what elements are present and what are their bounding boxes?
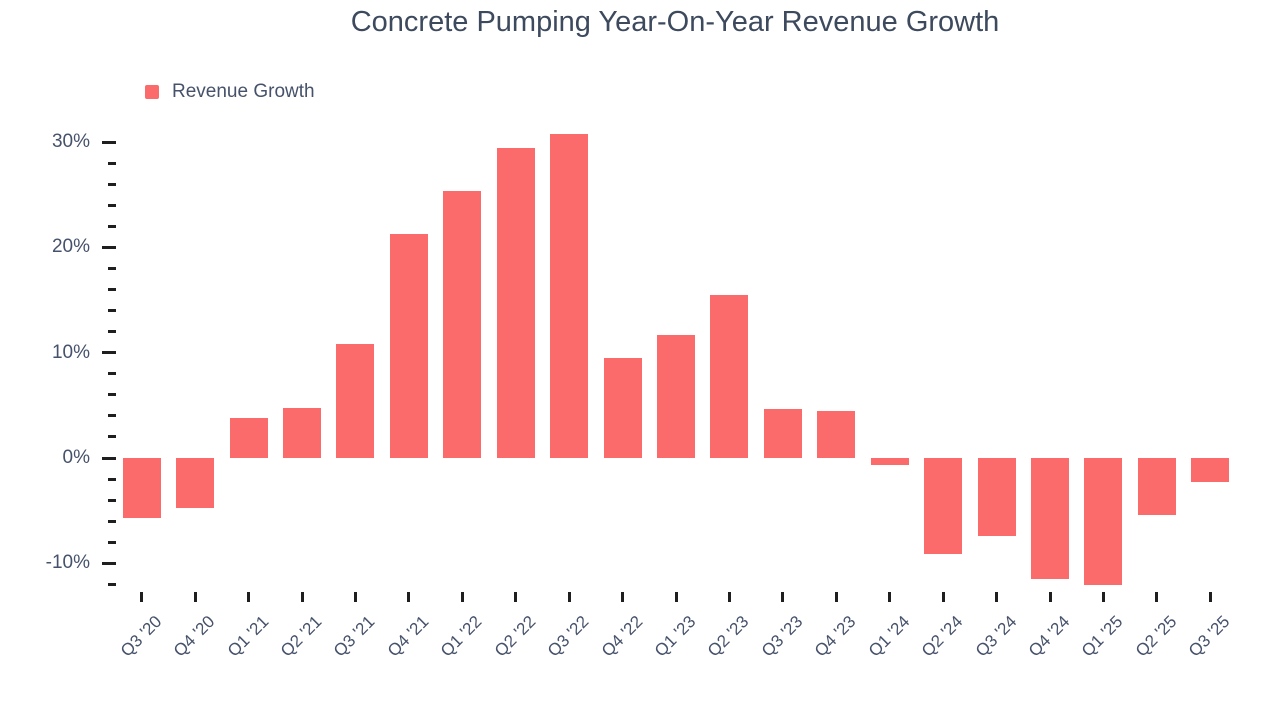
x-axis-tick: [1101, 592, 1105, 602]
y-axis-minor-tick: [108, 267, 116, 270]
y-axis-minor-tick: [108, 519, 116, 523]
x-axis-tick: [567, 592, 571, 602]
x-axis-tick: [674, 592, 678, 602]
y-axis-major-tick: [102, 245, 116, 249]
bar: [389, 233, 428, 458]
bar: [924, 458, 963, 554]
bar: [817, 410, 856, 458]
y-axis-minor-tick: [108, 540, 116, 544]
y-axis-major-tick: [102, 456, 116, 460]
x-axis-tick: [460, 592, 464, 602]
y-axis-minor-tick: [108, 393, 116, 397]
x-axis-tick: [995, 592, 999, 602]
x-axis-tick: [781, 592, 785, 602]
x-axis-tick: [193, 592, 197, 602]
bar: [283, 407, 321, 458]
bar: [1191, 458, 1230, 483]
bar: [603, 358, 642, 458]
bar: [1084, 458, 1123, 586]
bar: [176, 458, 215, 508]
y-axis-minor-tick: [108, 182, 116, 186]
x-axis-tick: [727, 592, 731, 602]
bar: [336, 344, 375, 458]
x-axis-tick: [1208, 592, 1212, 602]
y-axis-minor-tick: [108, 414, 116, 418]
bar: [496, 148, 535, 458]
y-axis-minor-tick: [108, 477, 116, 481]
x-axis-tick: [834, 592, 838, 602]
y-axis-minor-tick: [108, 288, 116, 291]
x-axis-tick: [1155, 592, 1159, 602]
x-axis-tick: [514, 592, 518, 602]
bar: [443, 190, 482, 458]
x-axis-tick: [300, 592, 304, 602]
y-axis-minor-tick: [108, 224, 116, 228]
y-axis-minor-tick: [108, 309, 116, 313]
y-axis-tick-label: -10%: [45, 552, 90, 574]
y-axis-minor-tick: [108, 161, 116, 165]
bar: [977, 458, 1016, 536]
chart-title: Concrete Pumping Year-On-Year Revenue Gr…: [350, 6, 1000, 38]
y-axis-minor-tick: [108, 203, 116, 207]
y-axis-major-tick: [102, 561, 116, 565]
y-axis-tick-label: 20%: [51, 236, 90, 258]
x-axis-tick: [888, 592, 892, 602]
x-axis-tick: [407, 592, 411, 602]
y-axis-minor-tick: [108, 330, 116, 334]
y-axis-minor-tick: [108, 582, 116, 586]
y-axis-minor-tick: [108, 372, 116, 376]
bar: [229, 418, 268, 458]
x-axis-tick: [140, 592, 144, 602]
x-axis-tick: [1048, 592, 1052, 602]
bar: [1137, 458, 1176, 515]
bar: [710, 294, 749, 458]
x-axis-tick: [621, 592, 625, 602]
legend-label: Revenue Growth: [172, 81, 315, 102]
y-axis-minor-tick: [108, 498, 116, 502]
y-axis-minor-tick: [108, 435, 116, 439]
legend: Revenue Growth: [145, 81, 315, 102]
y-axis-tick-label: 30%: [51, 131, 90, 153]
y-axis-tick-label: 0%: [62, 447, 90, 468]
bar: [763, 408, 802, 458]
y-axis-major-tick: [102, 140, 116, 144]
legend-swatch-icon: [145, 85, 159, 99]
y-axis-major-tick: [102, 351, 116, 355]
bar: [1031, 458, 1069, 580]
x-axis-tick: [247, 592, 251, 602]
x-axis-tick: [353, 592, 357, 602]
x-axis-tick: [941, 592, 945, 602]
bar: [550, 133, 589, 458]
y-axis-tick-label: 10%: [51, 341, 90, 363]
bar: [870, 458, 909, 466]
bar: [657, 334, 695, 458]
bar: [122, 458, 161, 518]
